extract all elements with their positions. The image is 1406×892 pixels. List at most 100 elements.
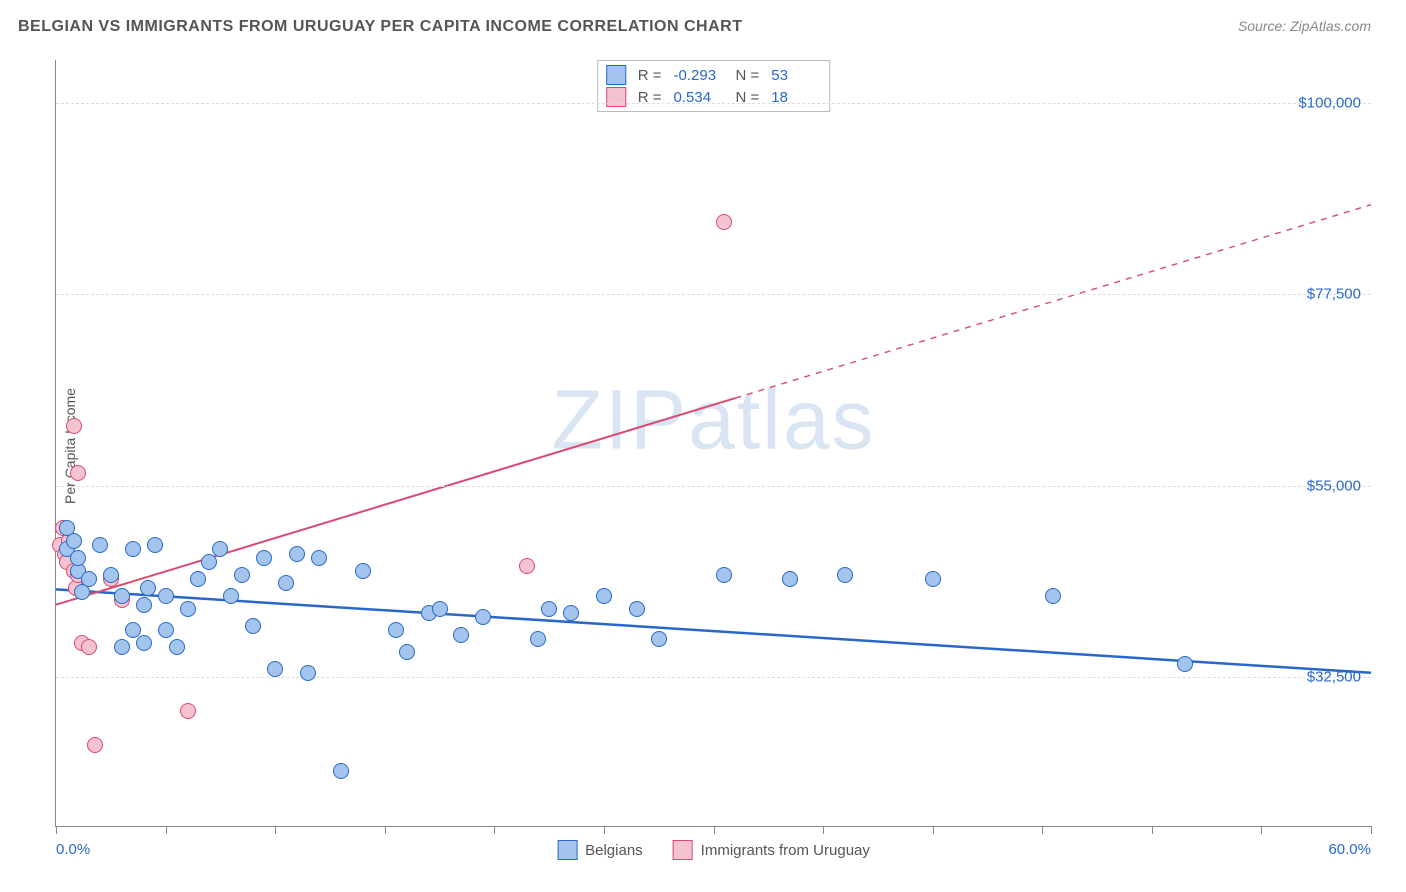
legend-label-1: Immigrants from Uruguay	[701, 842, 870, 859]
data-point	[651, 631, 667, 647]
trend-lines-layer	[56, 60, 1371, 826]
data-point	[70, 550, 86, 566]
x-axis-max-label: 60.0%	[1328, 841, 1371, 858]
chart-title: BELGIAN VS IMMIGRANTS FROM URUGUAY PER C…	[18, 18, 743, 36]
data-point	[158, 622, 174, 638]
data-point	[300, 665, 316, 681]
data-point	[103, 567, 119, 583]
chart-container: BELGIAN VS IMMIGRANTS FROM URUGUAY PER C…	[0, 0, 1406, 892]
chart-source: Source: ZipAtlas.com	[1238, 18, 1371, 34]
data-point	[147, 537, 163, 553]
trend-line-dashed	[735, 205, 1371, 398]
x-tick	[1042, 826, 1043, 834]
data-point	[190, 571, 206, 587]
data-point	[212, 541, 228, 557]
y-tick-label: $55,000	[1307, 477, 1361, 494]
data-point	[66, 533, 82, 549]
data-point	[234, 567, 250, 583]
data-point	[169, 639, 185, 655]
data-point	[453, 627, 469, 643]
stats-row-series-1: R = 0.534 N = 18	[606, 86, 822, 108]
y-tick-label: $32,500	[1307, 669, 1361, 686]
data-point	[81, 571, 97, 587]
data-point	[311, 550, 327, 566]
data-point	[475, 609, 491, 625]
trend-line-solid	[56, 398, 735, 605]
data-point	[629, 601, 645, 617]
gridline	[56, 486, 1371, 487]
x-tick	[494, 826, 495, 834]
gridline	[56, 103, 1371, 104]
data-point	[136, 597, 152, 613]
x-tick	[933, 826, 934, 834]
x-tick	[1152, 826, 1153, 834]
data-point	[1045, 588, 1061, 604]
data-point	[432, 601, 448, 617]
data-point	[563, 605, 579, 621]
legend-label-0: Belgians	[585, 842, 643, 859]
y-tick-label: $100,000	[1298, 94, 1361, 111]
y-tick-label: $77,500	[1307, 286, 1361, 303]
data-point	[140, 580, 156, 596]
x-tick	[1371, 826, 1372, 834]
n-label: N =	[736, 67, 760, 84]
data-point	[596, 588, 612, 604]
data-point	[541, 601, 557, 617]
data-point	[519, 558, 535, 574]
data-point	[223, 588, 239, 604]
data-point	[81, 639, 97, 655]
data-point	[66, 418, 82, 434]
n-value-0: 53	[771, 67, 821, 84]
legend-item-0: Belgians	[557, 840, 643, 860]
data-point	[180, 703, 196, 719]
swatch-series-1	[606, 87, 626, 107]
data-point	[388, 622, 404, 638]
data-point	[925, 571, 941, 587]
data-point	[716, 214, 732, 230]
data-point	[87, 737, 103, 753]
data-point	[530, 631, 546, 647]
data-point	[92, 537, 108, 553]
x-axis-min-label: 0.0%	[56, 841, 90, 858]
data-point	[837, 567, 853, 583]
data-point	[333, 763, 349, 779]
plot-area: ZIPatlas R = -0.293 N = 53 R = 0.534 N =…	[55, 60, 1371, 827]
x-tick	[1261, 826, 1262, 834]
data-point	[278, 575, 294, 591]
legend: Belgians Immigrants from Uruguay	[557, 840, 870, 860]
data-point	[355, 563, 371, 579]
stats-row-series-0: R = -0.293 N = 53	[606, 64, 822, 86]
r-value-0: -0.293	[674, 67, 724, 84]
x-tick	[166, 826, 167, 834]
data-point	[267, 661, 283, 677]
data-point	[70, 465, 86, 481]
data-point	[114, 588, 130, 604]
data-point	[289, 546, 305, 562]
stats-box: R = -0.293 N = 53 R = 0.534 N = 18	[597, 60, 831, 112]
data-point	[256, 550, 272, 566]
x-tick	[275, 826, 276, 834]
data-point	[1177, 656, 1193, 672]
legend-item-1: Immigrants from Uruguay	[673, 840, 870, 860]
data-point	[125, 541, 141, 557]
gridline	[56, 294, 1371, 295]
data-point	[136, 635, 152, 651]
data-point	[782, 571, 798, 587]
data-point	[399, 644, 415, 660]
x-tick	[714, 826, 715, 834]
data-point	[114, 639, 130, 655]
x-tick	[385, 826, 386, 834]
r-label: R =	[638, 67, 662, 84]
legend-swatch-1	[673, 840, 693, 860]
swatch-series-0	[606, 65, 626, 85]
x-tick	[823, 826, 824, 834]
x-tick	[604, 826, 605, 834]
data-point	[158, 588, 174, 604]
data-point	[201, 554, 217, 570]
gridline	[56, 677, 1371, 678]
data-point	[245, 618, 261, 634]
x-tick	[56, 826, 57, 834]
data-point	[180, 601, 196, 617]
legend-swatch-0	[557, 840, 577, 860]
data-point	[716, 567, 732, 583]
